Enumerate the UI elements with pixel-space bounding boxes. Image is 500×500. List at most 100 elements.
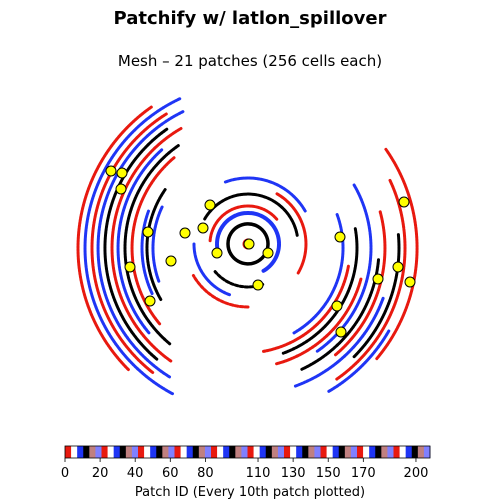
colorbar-tick-label: 170 (351, 466, 376, 481)
arc-left (90, 112, 168, 374)
colorbar-segment (144, 446, 151, 458)
colorbar-segment (381, 446, 388, 458)
colorbar-segment (119, 446, 127, 458)
colorbar-segment (235, 446, 242, 458)
patch-center-point (252, 279, 264, 291)
arc-left (123, 144, 180, 346)
colorbar-segment (326, 446, 334, 458)
arc-ring (208, 204, 279, 243)
colorbar-segment (186, 446, 194, 458)
colorbar-segment (284, 446, 291, 458)
arc-right (274, 277, 363, 366)
colorbar-segment (217, 446, 224, 458)
patch-center-point (116, 167, 128, 179)
colorbar-tick-label: 0 (61, 466, 69, 481)
patch-center-point (124, 261, 136, 273)
colorbar-segment (399, 446, 407, 458)
arc-left (151, 205, 164, 283)
colorbar-segment (89, 446, 96, 458)
colorbar-tick-label: 130 (281, 466, 306, 481)
colorbar-segment (423, 446, 431, 458)
colorbar-segment (83, 446, 90, 458)
colorbar-segment (247, 446, 255, 458)
colorbar-tick-label: 150 (316, 466, 341, 481)
colorbar-segment (265, 446, 273, 458)
patch-center-point (331, 300, 343, 312)
patch-center-point (179, 227, 191, 239)
patch-center-point (204, 199, 216, 211)
arc-left (145, 187, 168, 301)
colorbar-tick-label: 110 (246, 466, 271, 481)
colorbar-segment (211, 446, 218, 458)
chart-subtitle: Mesh – 21 patches (256 cells each) (117, 52, 383, 70)
arc-left (103, 127, 169, 361)
colorbar-segment (253, 446, 261, 458)
colorbar-segment (204, 446, 212, 458)
colorbar-tick-label: 20 (92, 466, 109, 481)
patch-center-point (372, 273, 384, 285)
arc-right (333, 210, 387, 357)
patch-center-point (142, 226, 154, 238)
arc-right (352, 233, 401, 359)
patch-center-point (334, 231, 346, 243)
colorbar-tick-label: 40 (127, 466, 144, 481)
colorbar-segment (223, 446, 230, 458)
colorbar-segment (95, 446, 102, 458)
colorbar-segment (375, 446, 382, 458)
colorbar-segment (405, 446, 413, 458)
colorbar-tick-label: 80 (197, 466, 214, 481)
patch-center-point (262, 247, 274, 259)
arc-right (335, 178, 407, 381)
colorbar-segment (338, 446, 346, 458)
colorbar-segment (411, 446, 419, 458)
colorbar-segment (77, 446, 84, 458)
patch-center-point (211, 247, 223, 259)
colorbar-segment (369, 446, 376, 458)
colorbar-segment (302, 446, 309, 458)
colorbar-segment (65, 446, 72, 458)
colorbar-segment (107, 446, 115, 458)
colorbar-segment (363, 446, 370, 458)
chart-title: Patchify w/ latlon_spillover (113, 8, 387, 29)
colorbar-segment (271, 446, 279, 458)
colorbar-frame (64, 445, 431, 459)
colorbar-segment (344, 446, 352, 458)
arc-right (375, 147, 419, 361)
colorbar-segment (393, 446, 401, 458)
arc-right (293, 296, 385, 388)
patch-center-point (243, 238, 255, 250)
colorbar-segment (296, 446, 303, 458)
colorbar-segment (229, 446, 236, 458)
arc-ring (223, 176, 307, 213)
colorbar-segment (156, 446, 163, 458)
patch-center-point (165, 255, 177, 267)
patch-center-point (398, 196, 410, 208)
arc-ring (192, 242, 231, 297)
arc-left (83, 97, 182, 396)
arc-ring (226, 222, 270, 266)
colorbar-segment (71, 446, 78, 458)
colorbar-segment (308, 446, 315, 458)
arc-left (116, 148, 164, 335)
colorbar-segment (131, 446, 139, 458)
arc-left (76, 105, 153, 372)
colorbar-segment (125, 446, 133, 458)
patch-center-point (105, 165, 117, 177)
colorbar-segment (168, 446, 175, 458)
patch-center-point (197, 222, 209, 234)
arc-left (110, 127, 183, 363)
colorbar-segment (180, 446, 188, 458)
patch-center-point (404, 276, 416, 288)
patch-center-point (144, 295, 156, 307)
patch-center-point (335, 326, 347, 338)
colorbar-segment (417, 446, 425, 458)
colorbar-segment (277, 446, 285, 458)
colorbar-segment (259, 446, 267, 458)
colorbar-segment (113, 446, 121, 458)
arc-right (261, 264, 350, 353)
arc-ring (191, 274, 250, 309)
colorbar-segment (198, 446, 206, 458)
arc-left (96, 109, 185, 379)
arc-ring (275, 192, 308, 275)
